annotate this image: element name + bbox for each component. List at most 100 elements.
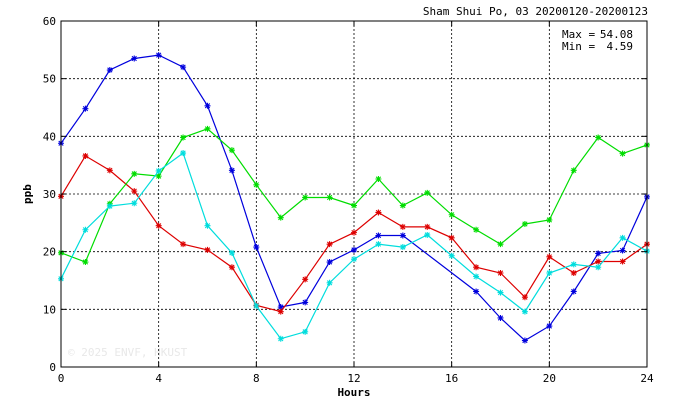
- data-point: [546, 323, 553, 330]
- data-point: [375, 176, 382, 183]
- data-point: [180, 150, 187, 157]
- data-point: [180, 241, 187, 248]
- data-point: [521, 220, 528, 227]
- data-point: [570, 167, 577, 174]
- y-tick-label: 0: [49, 361, 56, 374]
- y-tick-label: 40: [43, 130, 56, 143]
- y-tick-label: 50: [43, 73, 56, 86]
- data-point: [228, 264, 235, 271]
- data-point: [351, 202, 357, 209]
- data-point: [570, 288, 577, 295]
- y-tick-label: 10: [43, 303, 56, 316]
- data-point: [497, 289, 504, 296]
- data-point: [302, 328, 309, 335]
- data-point: [595, 134, 602, 141]
- data-point: [326, 279, 333, 286]
- data-point: [253, 302, 260, 309]
- data-point: [302, 276, 309, 283]
- data-point: [326, 194, 333, 201]
- x-tick-label: 12: [347, 372, 360, 385]
- data-point: [424, 231, 431, 238]
- min-value: 4.59: [607, 40, 634, 53]
- data-point: [253, 181, 260, 188]
- data-point: [302, 299, 309, 306]
- data-point: [277, 214, 284, 221]
- data-point: [375, 232, 382, 239]
- data-point: [473, 273, 480, 280]
- data-point: [82, 152, 89, 159]
- data-point: [155, 173, 162, 180]
- series-4: [58, 150, 650, 342]
- data-point: [521, 294, 528, 301]
- data-point: [351, 229, 357, 236]
- data-point: [619, 247, 626, 254]
- data-point: [155, 222, 162, 229]
- x-tick-label: 4: [155, 372, 162, 385]
- data-point: [473, 226, 480, 233]
- data-point: [521, 308, 528, 315]
- data-point: [448, 234, 455, 241]
- min-label: Min =: [562, 40, 595, 53]
- data-point: [253, 244, 260, 251]
- data-point: [326, 259, 333, 266]
- data-point: [570, 261, 577, 268]
- data-point: [106, 203, 113, 210]
- data-point: [326, 241, 333, 248]
- y-tick-label: 30: [43, 188, 56, 201]
- x-tick-label: 24: [640, 372, 654, 385]
- y-tick-label: 60: [43, 15, 56, 28]
- data-point: [619, 150, 626, 157]
- data-point: [497, 270, 504, 277]
- stats-box: Max = 54.08 Min = 4.59: [562, 28, 633, 53]
- y-axis-label: ppb: [21, 184, 34, 204]
- data-point: [448, 211, 455, 218]
- data-point: [228, 167, 235, 174]
- data-point: [473, 288, 480, 295]
- series-group: [58, 52, 650, 344]
- data-point: [619, 258, 626, 265]
- data-point: [497, 241, 504, 248]
- data-point: [424, 223, 431, 230]
- data-point: [570, 270, 577, 277]
- data-point: [521, 337, 528, 344]
- data-point: [106, 167, 113, 174]
- data-point: [131, 188, 138, 195]
- data-point: [448, 252, 455, 259]
- data-point: [180, 134, 187, 141]
- data-point: [131, 200, 138, 207]
- data-point: [204, 222, 211, 229]
- data-point: [180, 64, 187, 71]
- data-point: [302, 194, 309, 201]
- data-point: [497, 314, 504, 321]
- data-point: [595, 258, 602, 265]
- data-point: [228, 147, 235, 154]
- data-point: [351, 256, 357, 263]
- data-point: [204, 102, 211, 109]
- data-point: [399, 244, 406, 251]
- data-point: [82, 226, 89, 233]
- x-axis: 0 4 8 12 16 20 24: [58, 21, 654, 385]
- data-point: [595, 250, 602, 257]
- data-point: [204, 125, 211, 132]
- data-point: [595, 264, 602, 271]
- data-point: [473, 264, 480, 271]
- data-point: [277, 308, 284, 315]
- series-1: [58, 52, 650, 344]
- data-point: [228, 249, 235, 256]
- max-value: 54.08: [600, 28, 633, 41]
- data-point: [204, 246, 211, 253]
- data-point: [546, 253, 553, 260]
- chart-title: Sham Shui Po, 03 20200120-20200123: [423, 5, 648, 18]
- x-tick-label: 16: [445, 372, 458, 385]
- data-point: [82, 259, 89, 266]
- data-point: [399, 223, 406, 230]
- data-point: [131, 170, 138, 177]
- data-point: [546, 216, 553, 223]
- x-tick-label: 8: [253, 372, 260, 385]
- x-axis-label: Hours: [337, 386, 370, 399]
- data-point: [375, 209, 382, 216]
- data-point: [277, 335, 284, 342]
- y-axis: 0 10 20 30 40 50 60: [43, 15, 647, 374]
- data-point: [351, 246, 357, 253]
- x-tick-label: 0: [58, 372, 65, 385]
